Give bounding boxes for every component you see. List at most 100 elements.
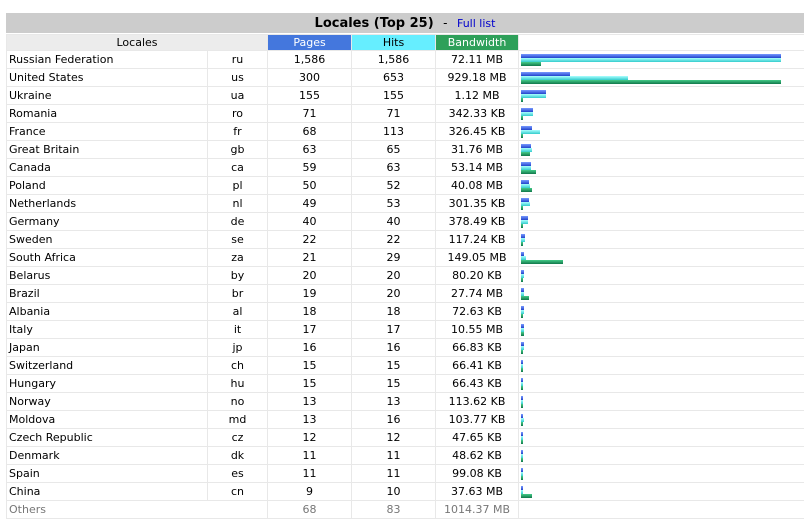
table-row: Germany de 40 40 378.49 KB: [6, 212, 804, 231]
pages-value: 13: [267, 410, 353, 429]
table-row: Czech Republic cz 12 12 47.65 KB: [6, 428, 804, 447]
bar-graph: [518, 266, 804, 285]
column-header-pages: Pages: [267, 34, 353, 51]
pages-value: 1,586: [267, 50, 353, 69]
locale-code: dk: [206, 446, 269, 465]
bandwidth-value: 48.62 KB: [435, 446, 520, 465]
locale-name: Poland: [6, 176, 208, 195]
pages-value: 11: [267, 446, 353, 465]
pages-bar: [521, 107, 534, 112]
pages-value: 50: [267, 176, 353, 195]
locale-name: Romania: [6, 104, 208, 123]
pages-bar: [521, 413, 524, 418]
pages-bar: [521, 125, 533, 130]
hits-value: 15: [351, 356, 437, 375]
hits-value: 29: [351, 248, 437, 267]
table-row: Norway no 13 13 113.62 KB: [6, 392, 804, 411]
bandwidth-bar: [521, 97, 524, 102]
bar-graph: [518, 482, 804, 501]
locales-table: Locales Pages Hits Bandwidth Russian Fed…: [5, 34, 804, 519]
locale-code: nl: [206, 194, 269, 213]
pages-bar: [521, 395, 524, 400]
hits-value: 63: [351, 158, 437, 177]
locale-name: Moldova: [6, 410, 208, 429]
bar-graph: [518, 320, 804, 339]
table-row: South Africa za 21 29 149.05 MB: [6, 248, 804, 267]
column-header-graph: [518, 34, 804, 51]
bar-graph: [518, 338, 804, 357]
locale-code: fr: [206, 122, 269, 141]
bandwidth-value: 66.43 KB: [435, 374, 520, 393]
hits-value: 16: [351, 410, 437, 429]
hits-bar: [521, 309, 525, 314]
column-header-locales: Locales: [5, 34, 269, 51]
column-header-hits: Hits: [351, 34, 437, 51]
bandwidth-value: 40.08 MB: [435, 176, 520, 195]
pages-value: 16: [267, 338, 353, 357]
locale-name: Sweden: [6, 230, 208, 249]
pages-value: 40: [267, 212, 353, 231]
pages-bar: [521, 485, 524, 490]
hits-value: 10: [351, 482, 437, 501]
pages-bar: [521, 215, 529, 220]
bandwidth-value: 10.55 MB: [435, 320, 520, 339]
pages-value: 155: [267, 86, 353, 105]
bandwidth-bar: [521, 241, 524, 246]
table-row: Denmark dk 11 11 48.62 KB: [6, 446, 804, 465]
pages-bar: [521, 233, 526, 238]
pages-value: 15: [267, 356, 353, 375]
bar-graph: [518, 428, 804, 447]
table-row: Poland pl 50 52 40.08 MB: [6, 176, 804, 195]
hits-value: 16: [351, 338, 437, 357]
bandwidth-value: 301.35 KB: [435, 194, 520, 213]
bandwidth-value: 80.20 KB: [435, 266, 520, 285]
bandwidth-bar: [521, 403, 524, 408]
locale-code: hu: [206, 374, 269, 393]
locale-code: cz: [206, 428, 269, 447]
hits-value: 12: [351, 428, 437, 447]
hits-bar: [521, 399, 524, 404]
section-title: Locales (Top 25): [314, 16, 434, 31]
locale-name: Great Britain: [6, 140, 208, 159]
hits-bar: [521, 273, 525, 278]
locale-name: Switzerland: [6, 356, 208, 375]
locale-name: United States: [6, 68, 208, 87]
locale-name: Belarus: [6, 266, 208, 285]
locale-name: Spain: [6, 464, 208, 483]
pages-value: 68: [267, 122, 353, 141]
hits-value: 11: [351, 446, 437, 465]
full-list-link[interactable]: Full list: [456, 17, 496, 30]
hits-bar: [521, 381, 524, 386]
table-body: Russian Federation ru 1,586 1,586 72.11 MB Un…: [6, 50, 804, 501]
hits-bar: [521, 435, 524, 440]
pages-value: 22: [267, 230, 353, 249]
hits-bar: [521, 75, 629, 80]
table-row: Belarus by 20 20 80.20 KB: [6, 266, 804, 285]
hits-value: 53: [351, 194, 437, 213]
bandwidth-bar: [521, 259, 564, 264]
locale-name: Ukraine: [6, 86, 208, 105]
locale-code: al: [206, 302, 269, 321]
bandwidth-bar: [521, 367, 524, 372]
pages-bar: [521, 359, 524, 364]
locale-name: Russian Federation: [6, 50, 208, 69]
hits-bar: [521, 291, 525, 296]
bandwidth-bar: [521, 79, 782, 84]
bandwidth-bar: [521, 493, 533, 498]
bar-graph: [518, 176, 804, 195]
bandwidth-value: 72.11 MB: [435, 50, 520, 69]
bar-graph: [518, 86, 804, 105]
pages-bar: [521, 53, 782, 58]
bar-graph: [518, 158, 804, 177]
table-row: Switzerland ch 15 15 66.41 KB: [6, 356, 804, 375]
table-row: Italy it 17 17 10.55 MB: [6, 320, 804, 339]
bar-graph: [518, 194, 804, 213]
table-row: Russian Federation ru 1,586 1,586 72.11 MB: [6, 50, 804, 69]
locale-code: ro: [206, 104, 269, 123]
bandwidth-value: 66.83 KB: [435, 338, 520, 357]
hits-bar: [521, 147, 533, 152]
bandwidth-value: 149.05 MB: [435, 248, 520, 267]
table-row: Canada ca 59 63 53.14 MB: [6, 158, 804, 177]
pages-bar: [521, 287, 525, 292]
